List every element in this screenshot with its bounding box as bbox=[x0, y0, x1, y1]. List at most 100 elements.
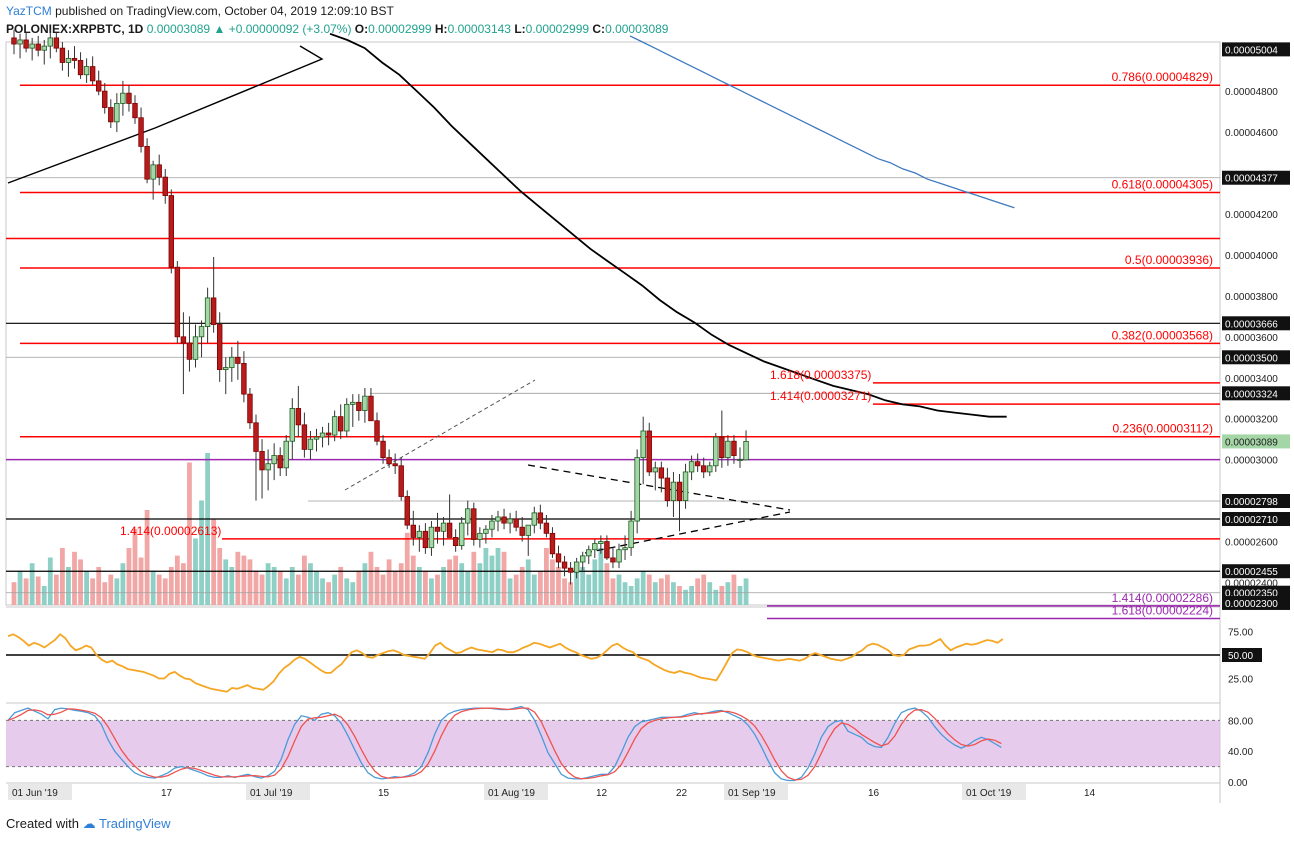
volume-bar bbox=[374, 567, 380, 605]
stoch-tick-label: 40.00 bbox=[1228, 747, 1253, 758]
close-label: C: bbox=[592, 22, 606, 36]
volume-bar bbox=[586, 574, 592, 605]
candle-body bbox=[204, 297, 211, 327]
candle-body bbox=[59, 47, 66, 63]
time-tick-label: 01 Oct '19 bbox=[966, 788, 1012, 799]
symbol-legend: POLONIEX:XRPBTC, 1D 0.00003089 ▲ +0.0000… bbox=[6, 22, 668, 36]
candle-body bbox=[108, 107, 114, 123]
price-tag bbox=[1222, 170, 1290, 185]
candle-body bbox=[265, 463, 271, 471]
candle-body bbox=[301, 424, 308, 450]
fib-label: 1.618(0.00003375) bbox=[770, 368, 871, 382]
volume-bar bbox=[386, 559, 392, 605]
rsi-tick-label: 50.00 bbox=[1228, 651, 1253, 662]
fib-label: 1.414(0.00003271) bbox=[770, 389, 871, 403]
volume-bar bbox=[302, 555, 307, 605]
tradingview-brand[interactable]: TradingView bbox=[99, 816, 171, 831]
volume-bar bbox=[556, 567, 561, 605]
price-tick-label: 0.00003800 bbox=[1225, 292, 1278, 303]
price-tick-label: 0.00004600 bbox=[1225, 128, 1278, 139]
volume-bar bbox=[380, 574, 386, 605]
time-tick-label: 22 bbox=[676, 788, 688, 799]
candle-body bbox=[555, 553, 562, 563]
candle-body bbox=[380, 440, 386, 458]
volume-bar bbox=[41, 586, 47, 605]
volume-bar bbox=[604, 563, 610, 605]
candle-body bbox=[47, 37, 53, 47]
candle-body bbox=[307, 438, 314, 450]
volume-bar bbox=[253, 570, 259, 605]
volume-bar bbox=[211, 519, 217, 605]
candle-body bbox=[89, 66, 96, 82]
volume-bar bbox=[731, 574, 737, 605]
volume-bar bbox=[217, 548, 223, 605]
candle-body bbox=[398, 465, 404, 497]
price-axis: 0.00005004 0.00004800 0.00004600 0.00004377… bbox=[1222, 42, 1290, 610]
price-tag bbox=[1222, 493, 1290, 508]
candle-body bbox=[465, 508, 471, 524]
time-tag bbox=[246, 784, 310, 800]
price-tick-label: 0.00003000 bbox=[1225, 456, 1278, 467]
candle-body bbox=[325, 432, 332, 436]
fib-label: 0.618(0.00004305) bbox=[1112, 177, 1213, 191]
candle-body bbox=[495, 516, 501, 522]
candle-body bbox=[676, 481, 683, 501]
volume-bar bbox=[332, 574, 338, 605]
candle-body bbox=[53, 37, 60, 49]
volume-bar bbox=[537, 570, 543, 605]
price-tick-label: 0.00002600 bbox=[1225, 538, 1278, 549]
candle-body bbox=[247, 393, 253, 424]
volume-bar bbox=[72, 551, 77, 605]
candle-body bbox=[198, 326, 205, 338]
price-tick-label: 0.00003089 bbox=[1225, 437, 1278, 448]
candle-body bbox=[162, 176, 168, 196]
fib-label: 0.382(0.00003568) bbox=[1112, 328, 1213, 342]
price-tag-current bbox=[1222, 434, 1290, 449]
high-value: 0.00003143 bbox=[447, 22, 511, 36]
volume-bar bbox=[616, 574, 622, 605]
candle-body bbox=[592, 543, 598, 551]
candle-body bbox=[525, 524, 531, 536]
candle-body bbox=[434, 526, 441, 532]
candle-body bbox=[126, 92, 132, 104]
volume-bar bbox=[259, 574, 265, 605]
price-tick-label: 0.00004800 bbox=[1225, 87, 1278, 98]
candle-body bbox=[71, 57, 78, 61]
volume-bar bbox=[568, 582, 573, 605]
volume-bar bbox=[120, 563, 126, 605]
candle-body bbox=[688, 461, 695, 473]
rsi-line bbox=[7, 633, 1004, 693]
volume-bar bbox=[308, 563, 313, 605]
volume-bar bbox=[404, 532, 410, 605]
author-link[interactable]: YazTCM bbox=[6, 4, 52, 18]
volume-bar bbox=[108, 574, 114, 605]
candle-body bbox=[259, 451, 265, 471]
volume-bar bbox=[453, 555, 459, 605]
candle-body bbox=[180, 336, 187, 344]
price-tick-label: 0.00002350 bbox=[1225, 589, 1278, 600]
volume-bar bbox=[531, 574, 537, 605]
candle-body bbox=[501, 516, 507, 524]
volume-bar bbox=[652, 582, 658, 605]
volume-bar bbox=[368, 551, 374, 605]
candle-body bbox=[386, 457, 392, 465]
stoch-tick-label: 0.00 bbox=[1228, 778, 1248, 789]
rsi-tick-label: 75.00 bbox=[1228, 628, 1253, 639]
tradingview-logo-icon: ☁ bbox=[82, 816, 96, 831]
volume-bar bbox=[435, 574, 440, 605]
volume-bar bbox=[701, 574, 707, 605]
rsi-tag bbox=[1222, 648, 1262, 662]
volume-bar bbox=[483, 548, 489, 605]
volume-bar bbox=[11, 582, 17, 605]
candle-body bbox=[731, 440, 737, 456]
volume-bar bbox=[60, 548, 65, 605]
volume-bar bbox=[265, 563, 271, 605]
candle-body bbox=[422, 530, 429, 549]
symbol-label[interactable]: POLONIEX:XRPBTC, 1D bbox=[6, 22, 144, 36]
chart-canvas[interactable]: 0.786(0.00004829) 0.618(0.00004305) 0.5(0.… bbox=[0, 0, 1294, 812]
fib-label: 1.618(0.00002224) bbox=[1112, 604, 1213, 618]
fib-label: 0.5(0.00003936) bbox=[1125, 253, 1213, 267]
candle-body bbox=[368, 395, 374, 422]
candle-body bbox=[537, 512, 544, 524]
volume-bars bbox=[11, 453, 749, 605]
